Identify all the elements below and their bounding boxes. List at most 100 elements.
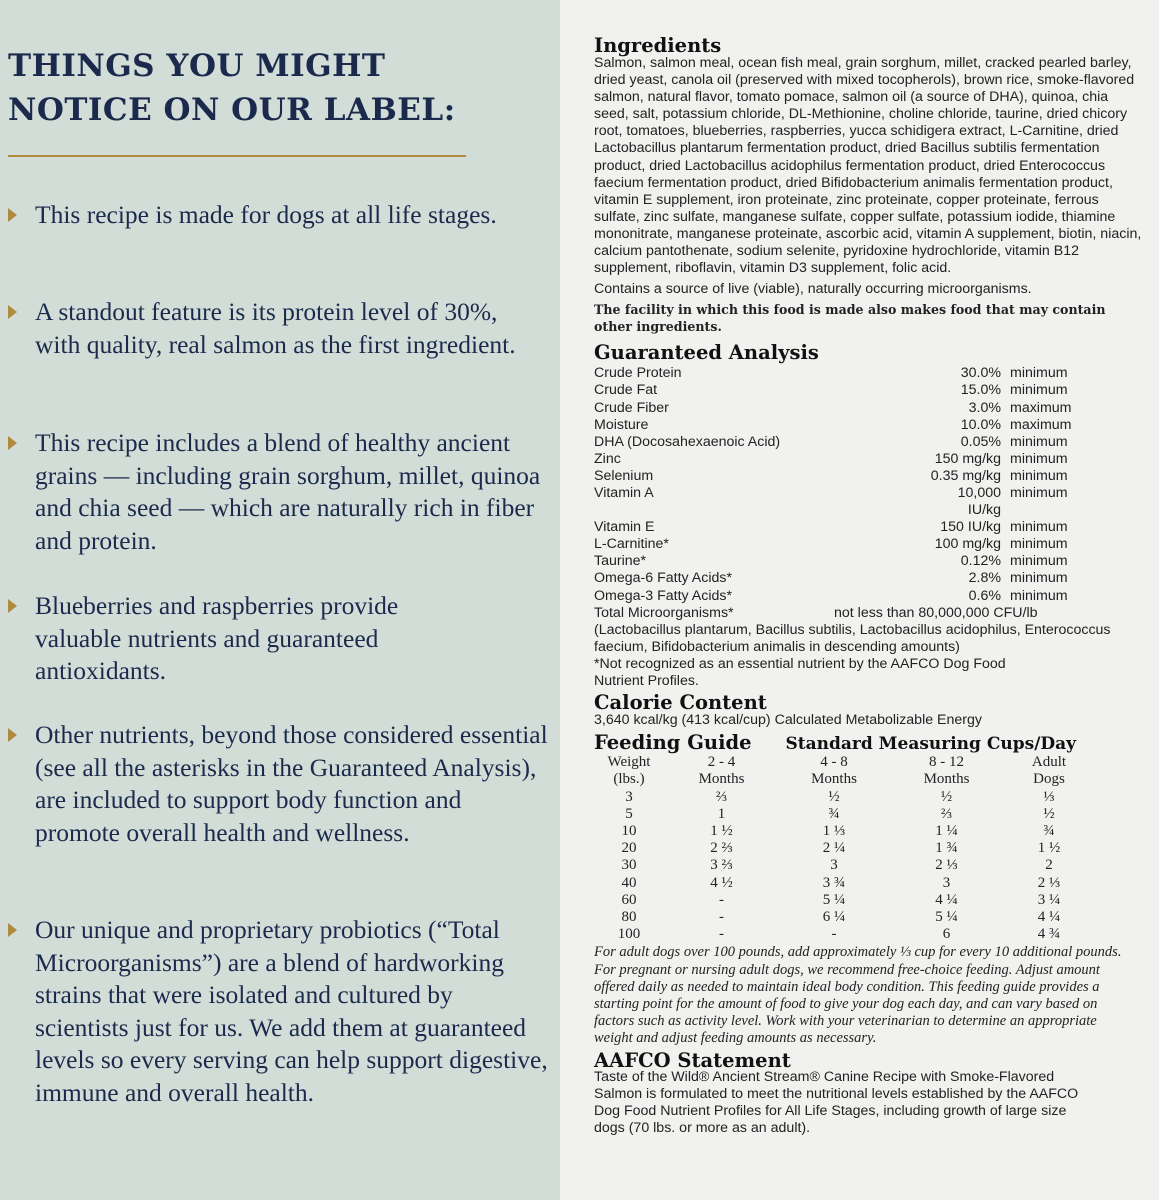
table-cell: ¾ — [1043, 823, 1055, 839]
nutrient-qualifier: minimum — [1010, 519, 1068, 536]
nutrient-qualifier: minimum — [1010, 484, 1068, 501]
table-cell: ⅔ — [940, 805, 953, 822]
ingredients-text: Salmon, salmon meal, ocean fish meal, gr… — [594, 55, 1142, 277]
left-panel: THINGS YOU MIGHT NOTICE ON OUR LABEL: Thi… — [0, 0, 560, 1200]
table-cell: 40 — [621, 874, 637, 891]
divider — [8, 155, 466, 157]
triangle-bullet-icon — [8, 305, 17, 319]
table-cell: 2 ⅔ — [710, 840, 733, 857]
table-cell: 80 — [621, 909, 637, 926]
analysis-row: Crude Fat 15.0% minimum — [594, 382, 1144, 399]
analysis-row: Taurine* 0.12% minimum — [594, 553, 1144, 570]
nutrient-name: Vitamin E — [594, 519, 655, 536]
table-cell: 100 — [617, 926, 641, 943]
table-cell: 5 ¼ — [935, 909, 958, 926]
bullet-text: Other nutrients, beyond those considered… — [35, 720, 548, 847]
nutrient-value: 0.35 mg/kg — [930, 467, 1001, 484]
bullet-item: This recipe is made for dogs at all life… — [8, 199, 548, 232]
table-cell: 1 ¾ — [935, 840, 958, 857]
column-header: 2 - 4 — [707, 754, 736, 771]
nutrient-name: Taurine* — [594, 553, 647, 570]
nutrient-value: 150 mg/kg — [934, 450, 1001, 467]
calorie-text: 3,640 kcal/kg (413 kcal/cup) Calculated … — [594, 712, 983, 729]
analysis-table: Crude Protein 30.0% minimum Crude Fat 15.0% m… — [594, 365, 1144, 604]
nutrient-qualifier: minimum — [1010, 467, 1068, 484]
bullet-item: Blueberries and raspberries provide valu… — [8, 590, 488, 688]
table-cell: ⅓ — [1043, 788, 1055, 805]
bullet-text: Blueberries and raspberries provide valu… — [35, 591, 399, 685]
nutrient-value: 2.8% — [968, 570, 1001, 587]
microorganism-strains: (Lactobacillus plantarum, Bacillus subti… — [594, 621, 1111, 655]
bullet-text: This recipe includes a blend of healthy … — [35, 428, 541, 555]
table-cell: - — [831, 926, 837, 943]
nutrient-name: Zinc — [594, 450, 621, 467]
analysis-row: Crude Fiber 3.0% maximum — [594, 400, 1144, 417]
triangle-bullet-icon — [8, 728, 17, 742]
table-row: 3 ⅔ ½ ½ ⅓ — [594, 789, 1094, 806]
nutrient-value: 10.0% — [960, 416, 1001, 433]
ingredients-title: Ingredients — [594, 34, 722, 57]
column-header: Months — [698, 771, 745, 788]
bullet-text: This recipe is made for dogs at all life… — [35, 200, 497, 229]
nutrient-qualifier: minimum — [1010, 450, 1068, 467]
table-cell: 20 — [621, 840, 637, 857]
nutrient-value: 3.0% — [968, 399, 1001, 416]
table-cell: 3 — [942, 874, 951, 891]
nutrient-name: Crude Fiber — [594, 399, 669, 416]
table-cell: - — [719, 891, 724, 908]
table-row: 80 - 6 ¼ 5 ¼ 4 ¼ — [594, 909, 1094, 926]
table-row: 60 - 5 ¼ 4 ¼ 3 ¼ — [594, 892, 1094, 909]
analysis-row: Vitamin E 150 IU/kg minimum — [594, 519, 1144, 536]
header-row: Weight 2 - 4 4 - 8 8 - 12 Adult — [594, 754, 1094, 771]
column-header: (lbs.) — [613, 771, 645, 788]
analysis-row: DHA (Docosahexaenoic Acid) 0.05% minimum — [594, 434, 1144, 451]
nutrient-name: Omega-6 Fatty Acids* — [594, 570, 732, 587]
header-row: (lbs.) Months Months Months Dogs — [594, 771, 1094, 788]
bullet-text: A standout feature is its protein level … — [35, 297, 516, 359]
nutrient-value: 0.12% — [960, 553, 1001, 570]
table-cell: 5 ¼ — [822, 891, 846, 908]
nutrient-qualifier: minimum — [1010, 587, 1068, 604]
bullet-item: Other nutrients, beyond those considered… — [8, 719, 548, 849]
nutrient-name: L-Carnitine* — [594, 536, 669, 553]
table-cell: 2 ⅓ — [1037, 874, 1061, 891]
column-header: Dogs — [1033, 771, 1065, 788]
analysis-row: Omega-6 Fatty Acids* 2.8% minimum — [594, 570, 1144, 587]
nutrient-name: Total Microorganisms* — [594, 604, 734, 621]
microorganism-note: Contains a source of live (viable), natu… — [594, 281, 1032, 298]
nutrient-value: 100 mg/kg — [934, 536, 1001, 553]
nutrient-name: Crude Fat — [594, 382, 658, 399]
analysis-row: Moisture 10.0% maximum — [594, 417, 1144, 434]
table-cell: 5 — [625, 805, 633, 822]
nutrient-name: Moisture — [594, 416, 649, 433]
column-header: 4 - 8 — [820, 754, 848, 771]
table-cell: 3 ⅔ — [710, 857, 733, 874]
nutrient-value: 0.6% — [968, 587, 1001, 604]
nutrient-value: 150 IU/kg — [940, 519, 1001, 536]
nutrient-name: Selenium — [594, 467, 654, 484]
nutrient-value: 30.0% — [960, 365, 1001, 382]
table-cell: 1 ½ — [710, 823, 733, 839]
table-cell: ½ — [1043, 805, 1055, 822]
table-cell: 4 ¼ — [1037, 909, 1061, 926]
table-row: 100 - - 6 4 ¾ — [594, 926, 1094, 943]
facility-warning: The facility in which this food is made … — [594, 302, 1106, 334]
table-cell: ¾ — [828, 805, 840, 822]
table-row: 5 1 ¾ ⅔ ½ — [594, 806, 1094, 823]
bullet-item: A standout feature is its protein level … — [8, 296, 528, 361]
table-row: 30 3 ⅔ 3 2 ⅓ 2 — [594, 857, 1094, 874]
analysis-row: Vitamin A 10,000 IU/kg minimum — [594, 485, 1144, 519]
table-cell: 3 ¾ — [822, 874, 846, 891]
table-cell: 6 — [942, 926, 951, 943]
triangle-bullet-icon — [8, 923, 17, 937]
nutrient-name: Crude Protein — [594, 365, 682, 382]
triangle-bullet-icon — [8, 208, 17, 222]
nutrient-qualifier: minimum — [1010, 365, 1068, 382]
nutrient-qualifier: minimum — [1010, 433, 1068, 450]
nutrient-value: not less than 80,000,000 CFU/lb — [834, 604, 1038, 621]
nutrient-name: Omega-3 Fatty Acids* — [594, 587, 732, 604]
column-header: Weight — [607, 754, 651, 771]
table-cell: 30 — [621, 857, 637, 874]
analysis-footnote: *Not recognized as an essential nutrient… — [594, 655, 1006, 689]
analysis-row: Zinc 150 mg/kg minimum — [594, 451, 1144, 468]
